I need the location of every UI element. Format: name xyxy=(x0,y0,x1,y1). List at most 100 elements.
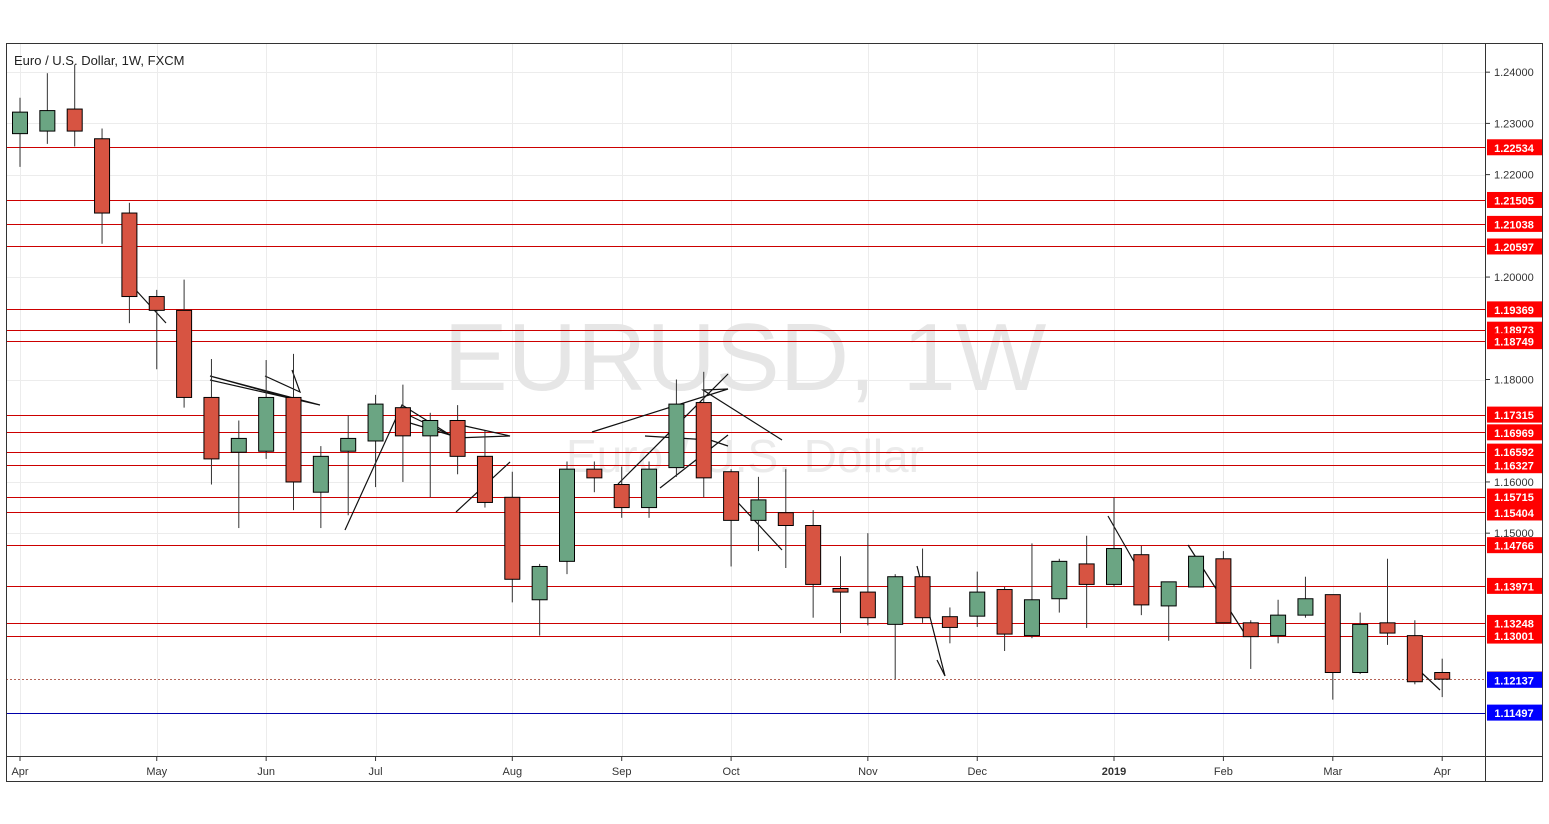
candle-body xyxy=(531,565,548,601)
candle-body xyxy=(777,512,794,526)
candle-up xyxy=(1106,497,1122,587)
candle-body xyxy=(1270,614,1287,637)
candle-body xyxy=(805,524,822,585)
candle-body xyxy=(176,309,193,398)
candle-body xyxy=(750,499,767,521)
time-tick-label: Apr xyxy=(11,766,28,778)
candle-body xyxy=(1379,622,1396,634)
candle-body xyxy=(312,455,329,493)
candle-body xyxy=(941,616,958,628)
candle-up xyxy=(39,73,56,144)
candle-body xyxy=(832,588,849,593)
candle-down xyxy=(476,430,493,508)
candle-body xyxy=(1324,594,1341,674)
candle-body xyxy=(641,468,658,509)
candle-body xyxy=(258,396,275,452)
candle-down xyxy=(941,607,958,644)
candle-up xyxy=(750,476,767,552)
candle-up xyxy=(1297,576,1314,618)
candle-down xyxy=(203,359,220,485)
candle-up xyxy=(559,461,575,575)
candle-up xyxy=(367,394,384,488)
price-tick-label: 1.18000 xyxy=(1494,375,1534,387)
horizontal-level-label: 1.21505 xyxy=(1494,195,1534,207)
trend-line xyxy=(264,369,302,394)
candle-body xyxy=(1133,554,1150,606)
candle-body xyxy=(340,437,357,452)
time-tick-label: Apr xyxy=(1434,766,1451,778)
horizontal-level-label-bg xyxy=(1487,301,1542,318)
candle-down xyxy=(394,384,411,482)
horizontal-level-label: 1.16969 xyxy=(1494,428,1534,440)
candle-down xyxy=(805,510,822,618)
candle-body xyxy=(94,138,111,214)
horizontal-level-label-bg xyxy=(1487,614,1542,631)
horizontal-level-label: 1.13001 xyxy=(1494,631,1534,643)
candle-up xyxy=(1270,599,1287,644)
horizontal-level-label-bg xyxy=(1487,488,1542,505)
trend-line xyxy=(209,375,321,406)
outer-border xyxy=(6,43,1543,782)
price-labels: 1.225341.215051.210381.205971.193691.189… xyxy=(1487,139,1542,721)
candle-body xyxy=(230,437,247,453)
candle-up xyxy=(531,563,548,636)
chart-frame xyxy=(6,43,1543,782)
candle-body xyxy=(1215,558,1232,624)
horizontal-level-label: 1.21038 xyxy=(1494,219,1534,231)
candle-body xyxy=(422,419,439,437)
candle-body xyxy=(39,110,56,132)
candle-body xyxy=(449,419,466,457)
candle-body xyxy=(914,576,931,619)
candle-body xyxy=(367,403,384,442)
candle-down xyxy=(1434,658,1451,698)
candle-body xyxy=(559,468,575,562)
candle-down xyxy=(1379,558,1396,645)
horizontal-level-label: 1.20597 xyxy=(1494,242,1534,254)
price-tick-label: 1.23000 xyxy=(1494,118,1534,130)
candle-down xyxy=(914,548,931,623)
horizontal-level-label-bg xyxy=(1487,537,1542,554)
horizontal-level-label: 1.22534 xyxy=(1494,143,1535,155)
horizontal-level-label: 1.17315 xyxy=(1494,410,1534,422)
candle-down xyxy=(148,289,165,370)
blue-price-label-bg xyxy=(1487,704,1542,721)
candle-up xyxy=(312,446,329,529)
candle-down xyxy=(1078,535,1095,628)
grid xyxy=(6,44,1485,756)
candle-down xyxy=(777,469,794,569)
candle-down xyxy=(859,533,876,626)
candle-body xyxy=(695,402,712,479)
candle-up xyxy=(887,574,904,680)
candle-down xyxy=(1324,594,1341,700)
time-tick-label: Aug xyxy=(503,766,523,778)
candle-body xyxy=(859,591,876,619)
candle-body xyxy=(996,589,1013,635)
horizontal-level-label: 1.14766 xyxy=(1494,541,1534,553)
horizontal-level-label: 1.15715 xyxy=(1494,492,1534,504)
time-tick-label: Sep xyxy=(612,766,632,778)
candle-up xyxy=(12,97,28,167)
horizontal-level-label-bg xyxy=(1487,191,1542,208)
horizontal-level-label: 1.19369 xyxy=(1494,305,1534,317)
candle-body xyxy=(1352,623,1369,674)
candle-up xyxy=(422,412,439,498)
candle-down xyxy=(449,405,466,475)
candle-body xyxy=(1406,635,1423,683)
candle-body xyxy=(586,468,603,479)
candle-body xyxy=(121,212,138,298)
candle-up xyxy=(1051,558,1068,613)
candle-up xyxy=(1160,581,1177,641)
candle-up xyxy=(1023,543,1040,639)
candle-body xyxy=(1051,560,1068,600)
candle-up xyxy=(641,461,658,518)
candle-body xyxy=(1160,581,1177,607)
candle-down xyxy=(1133,545,1150,616)
candle-down xyxy=(94,128,111,244)
candle-down xyxy=(996,586,1013,651)
horizontal-level-label-bg xyxy=(1487,139,1542,156)
candle-down xyxy=(121,202,138,324)
horizontal-level-label: 1.16592 xyxy=(1494,447,1534,459)
watermark-sub: Euro / U.S. Dollar xyxy=(566,430,924,482)
candle-body xyxy=(1023,599,1040,637)
candle-up xyxy=(258,360,275,459)
